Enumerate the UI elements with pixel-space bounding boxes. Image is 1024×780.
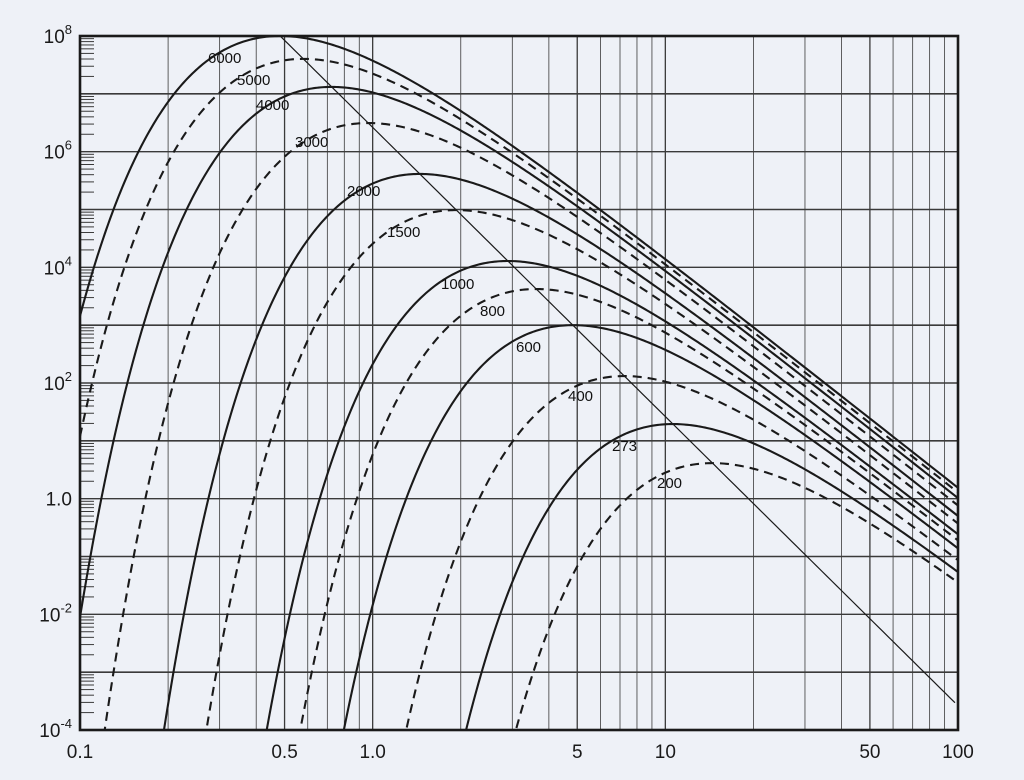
y-tick-label: 104	[44, 253, 72, 279]
x-tick-label: 1.0	[359, 742, 385, 763]
x-tick-label: 0.1	[67, 742, 93, 763]
curve-label-800: 800	[480, 303, 505, 320]
curve-label-1000: 1000	[441, 276, 474, 293]
curve-4000	[80, 85, 958, 618]
curve-5000	[80, 57, 958, 494]
curve-600	[342, 324, 958, 730]
x-tick-label: 10	[655, 742, 676, 763]
curve-label-6000: 6000	[208, 50, 241, 67]
y-tick-label: 108	[44, 22, 72, 48]
wien-line	[279, 36, 956, 704]
curve-label-2000: 2000	[347, 183, 380, 200]
curve-800	[299, 287, 958, 730]
curve-2000	[162, 172, 958, 730]
curve-1500	[205, 209, 958, 730]
series-curves	[80, 36, 958, 730]
curve-label-5000: 5000	[237, 72, 270, 89]
x-tick-label: 5	[572, 742, 583, 763]
curve-label-600: 600	[516, 339, 541, 356]
curve-273	[464, 423, 958, 730]
series-labels: 6000 5000 4000 3000 2000 1500 1000 800 600 400 273…	[208, 50, 682, 492]
x-tick-label: 100	[942, 742, 974, 763]
curve-6000	[80, 36, 958, 489]
plot-frame	[78, 34, 960, 732]
y-tick-label: 10-4	[39, 716, 72, 742]
curve-400	[405, 375, 958, 730]
curve-label-1500: 1500	[387, 224, 420, 241]
y-tick-label: 1.0	[46, 490, 72, 511]
x-tick-label: 0.5	[271, 742, 297, 763]
wien-line-group	[279, 36, 956, 704]
curve-label-3000: 3000	[295, 134, 328, 151]
y-tick-label: 10-2	[39, 600, 72, 626]
curve-label-273: 273	[612, 438, 637, 455]
curve-label-200: 200	[657, 475, 682, 492]
curve-label-4000: 4000	[256, 97, 289, 114]
chart-grid	[79, 35, 958, 731]
curve-label-400: 400	[568, 388, 593, 405]
curve-200	[514, 462, 958, 730]
curve-1000	[265, 259, 958, 730]
x-tick-label: 50	[859, 742, 880, 763]
curve-3000	[103, 121, 958, 730]
y-tick-label: 102	[44, 369, 72, 395]
chart-axes: 0.1 0.5 1.0 5 10 50 100 10-4 10-2 1.0 102 104 106 108	[39, 22, 974, 763]
y-tick-label: 106	[44, 138, 72, 164]
